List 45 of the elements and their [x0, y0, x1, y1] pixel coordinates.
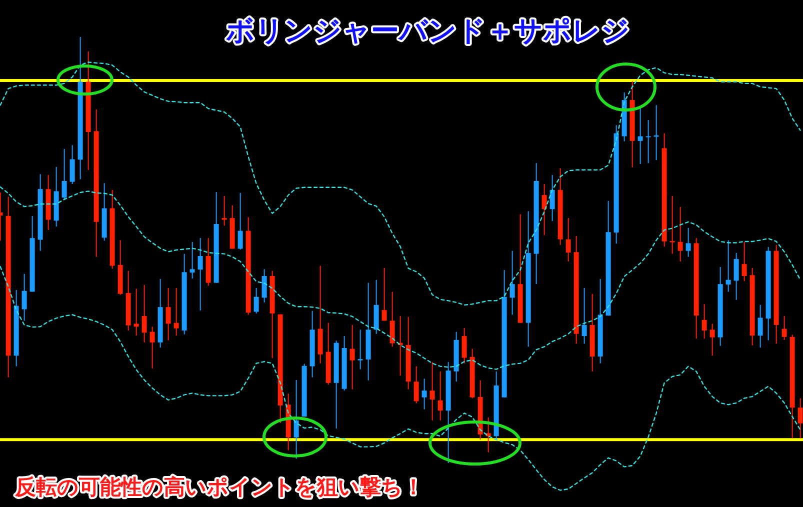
- candlestick: [798, 398, 803, 439]
- candlestick: [542, 183, 547, 236]
- candlestick: [414, 366, 419, 404]
- candlestick: [238, 192, 243, 250]
- candlestick: [150, 326, 155, 369]
- candlestick: [638, 108, 643, 164]
- candlestick: [462, 327, 467, 364]
- candlestick: [22, 273, 27, 322]
- candlestick: [550, 174, 555, 222]
- candlestick: [486, 416, 491, 453]
- candlestick: [726, 240, 731, 292]
- candlestick: [350, 324, 355, 390]
- candlestick: [198, 238, 203, 311]
- candlestick: [174, 287, 179, 336]
- candlestick: [422, 378, 427, 410]
- candlestick: [510, 250, 515, 316]
- candlestick: [254, 287, 259, 314]
- candlestick: [142, 284, 147, 343]
- text: 反転の可能性の高いポイントを狙い撃ち！: [14, 475, 424, 499]
- candlestick: [670, 195, 675, 254]
- candlestick: [678, 206, 683, 262]
- candlestick: [358, 329, 363, 370]
- candlestick: [438, 370, 443, 421]
- candlestick: [430, 362, 435, 421]
- candlestick: [782, 316, 787, 340]
- chart-title: ボリンジャーバンド＋サポレジ: [226, 14, 630, 47]
- candlestick: [382, 267, 387, 322]
- candlestick: [166, 287, 171, 341]
- candlestick: [134, 288, 139, 336]
- candlestick: [686, 227, 691, 258]
- candlestick: [62, 148, 67, 201]
- candlestick: [294, 379, 299, 460]
- candlestick: [566, 218, 571, 262]
- candlestick: [742, 241, 747, 282]
- candlestick: [702, 304, 707, 340]
- candlestick: [758, 304, 763, 348]
- candlestick: [70, 144, 75, 184]
- candlestick: [190, 241, 195, 280]
- candlestick: [390, 291, 395, 348]
- candlestick: [222, 195, 227, 226]
- candlestick: [710, 323, 715, 356]
- candlestick: [734, 252, 739, 300]
- candlestick: [262, 268, 267, 303]
- candlestick: [582, 287, 587, 344]
- candlestick: [646, 120, 651, 164]
